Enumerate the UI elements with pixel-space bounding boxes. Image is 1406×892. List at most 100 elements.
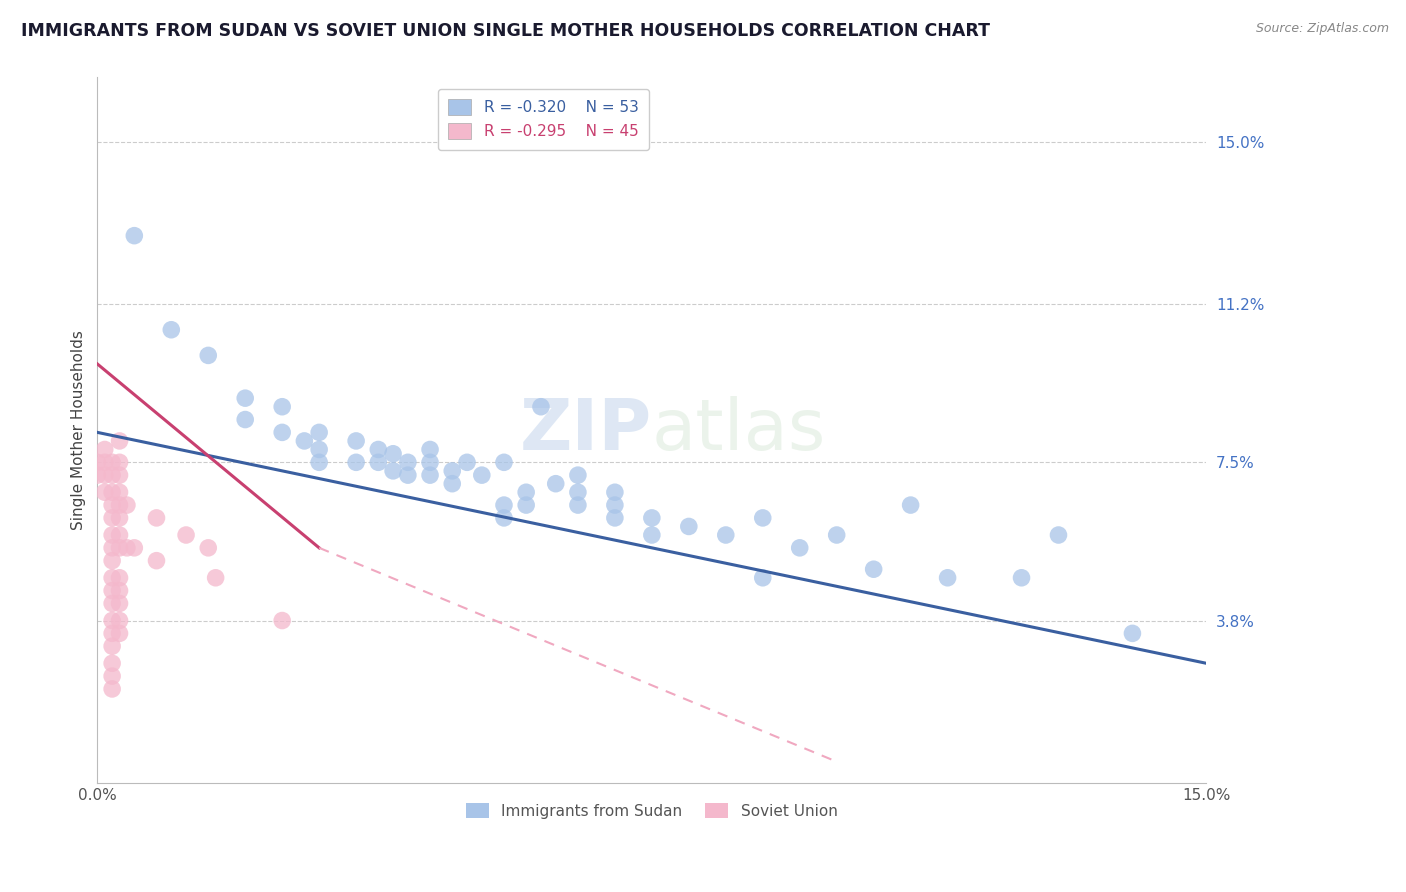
Point <box>825 528 848 542</box>
Point <box>752 571 775 585</box>
Point <box>160 323 183 337</box>
Point <box>544 476 567 491</box>
Point <box>101 614 124 628</box>
Point <box>900 498 922 512</box>
Point <box>108 528 131 542</box>
Point <box>382 464 405 478</box>
Point <box>789 541 811 555</box>
Point <box>641 528 664 542</box>
Point <box>108 583 131 598</box>
Point <box>292 434 315 448</box>
Point <box>367 455 389 469</box>
Point <box>93 485 115 500</box>
Point <box>862 562 884 576</box>
Point <box>308 455 330 469</box>
Text: Source: ZipAtlas.com: Source: ZipAtlas.com <box>1256 22 1389 36</box>
Point <box>441 476 464 491</box>
Text: ZIP: ZIP <box>520 396 652 465</box>
Point <box>101 511 124 525</box>
Point <box>93 455 115 469</box>
Point <box>567 468 589 483</box>
Point <box>108 498 131 512</box>
Point <box>471 468 494 483</box>
Point <box>101 669 124 683</box>
Point <box>603 511 626 525</box>
Point <box>101 554 124 568</box>
Point <box>115 498 138 512</box>
Point <box>101 455 124 469</box>
Point <box>86 468 108 483</box>
Text: IMMIGRANTS FROM SUDAN VS SOVIET UNION SINGLE MOTHER HOUSEHOLDS CORRELATION CHART: IMMIGRANTS FROM SUDAN VS SOVIET UNION SI… <box>21 22 990 40</box>
Point <box>396 455 419 469</box>
Point <box>108 434 131 448</box>
Point <box>101 485 124 500</box>
Point <box>101 596 124 610</box>
Point <box>197 541 219 555</box>
Point <box>145 554 167 568</box>
Point <box>233 391 256 405</box>
Point <box>419 455 441 469</box>
Point <box>714 528 737 542</box>
Point <box>124 541 146 555</box>
Point <box>382 447 405 461</box>
Point <box>456 455 478 469</box>
Point <box>308 442 330 457</box>
Point <box>108 511 131 525</box>
Point <box>441 464 464 478</box>
Point <box>101 639 124 653</box>
Point <box>93 468 115 483</box>
Point <box>108 596 131 610</box>
Point <box>101 528 124 542</box>
Point <box>101 657 124 671</box>
Point <box>174 528 197 542</box>
Point <box>603 485 626 500</box>
Point <box>108 614 131 628</box>
Point <box>419 442 441 457</box>
Point <box>108 571 131 585</box>
Point <box>752 511 775 525</box>
Point <box>308 425 330 440</box>
Point <box>124 228 146 243</box>
Point <box>101 571 124 585</box>
Point <box>108 468 131 483</box>
Point <box>530 400 553 414</box>
Point <box>344 434 367 448</box>
Point <box>101 681 124 696</box>
Point <box>641 511 664 525</box>
Point <box>108 541 131 555</box>
Point <box>1047 528 1070 542</box>
Point <box>197 348 219 362</box>
Point <box>271 400 294 414</box>
Point <box>492 511 515 525</box>
Point <box>419 468 441 483</box>
Point <box>492 498 515 512</box>
Point <box>396 468 419 483</box>
Point <box>233 412 256 426</box>
Point <box>101 541 124 555</box>
Point <box>115 541 138 555</box>
Point <box>101 498 124 512</box>
Legend: Immigrants from Sudan, Soviet Union: Immigrants from Sudan, Soviet Union <box>460 797 844 825</box>
Point <box>936 571 959 585</box>
Point <box>344 455 367 469</box>
Point <box>271 425 294 440</box>
Text: atlas: atlas <box>652 396 827 465</box>
Point <box>108 485 131 500</box>
Point <box>145 511 167 525</box>
Y-axis label: Single Mother Households: Single Mother Households <box>72 330 86 530</box>
Point <box>101 626 124 640</box>
Point <box>515 485 537 500</box>
Point <box>603 498 626 512</box>
Point <box>108 455 131 469</box>
Point <box>108 626 131 640</box>
Point <box>515 498 537 512</box>
Point <box>93 442 115 457</box>
Point <box>678 519 700 533</box>
Point <box>1121 626 1143 640</box>
Point <box>86 455 108 469</box>
Point <box>492 455 515 469</box>
Point <box>101 468 124 483</box>
Point <box>101 583 124 598</box>
Point <box>1011 571 1033 585</box>
Point <box>271 614 294 628</box>
